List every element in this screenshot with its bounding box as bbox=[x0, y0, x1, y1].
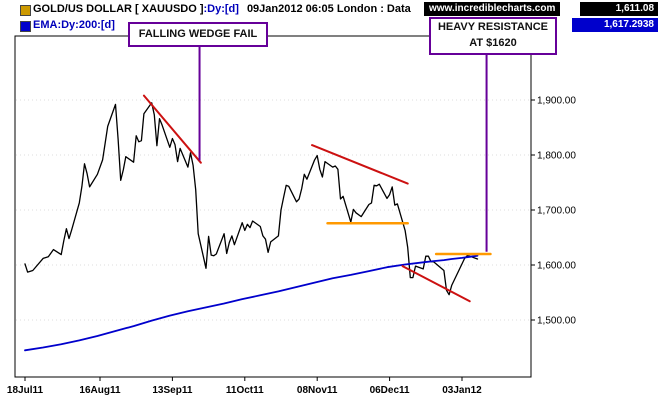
last-price-badge: 1,611.08 bbox=[580, 2, 658, 16]
x-tick-label: 16Aug11 bbox=[79, 385, 121, 396]
x-tick-label: 11Oct11 bbox=[226, 385, 264, 396]
resistance-annotation: HEAVY RESISTANCE AT $1620 bbox=[429, 17, 557, 55]
resistance-label-line1: HEAVY RESISTANCE bbox=[437, 21, 549, 34]
chart-title-row: GOLD/US DOLLAR [ XAUUSDO ]:Dy:[d] 09Jan20… bbox=[33, 3, 411, 15]
timeframe-label: :Dy:[d] bbox=[203, 3, 239, 15]
price-legend-swatch bbox=[20, 5, 31, 16]
price-line bbox=[24, 102, 479, 296]
y-tick-label: 1,500.00 bbox=[537, 316, 576, 327]
y-tick-label: 1,900.00 bbox=[537, 96, 576, 107]
website-link[interactable]: www.incrediblecharts.com bbox=[424, 2, 561, 16]
ema-value-badge: 1,617.2938 bbox=[572, 18, 658, 32]
ema-label: EMA:Dy:200:[d] bbox=[33, 19, 115, 31]
wedge2-upper-trendline bbox=[311, 144, 409, 185]
falling-wedge-label: FALLING WEDGE FAIL bbox=[138, 27, 258, 40]
resistance-label-line2: AT $1620 bbox=[469, 37, 517, 49]
y-tick-label: 1,600.00 bbox=[537, 261, 576, 272]
chart-title: GOLD/US DOLLAR [ XAUUSDO ] bbox=[33, 3, 204, 15]
ema-legend-swatch bbox=[20, 21, 31, 32]
datetime-label: 09Jan2012 06:05 London : Data bbox=[246, 3, 411, 15]
y-tick-label: 1,700.00 bbox=[537, 206, 576, 217]
plot-border bbox=[14, 35, 532, 378]
x-tick-label: 08Nov11 bbox=[297, 385, 338, 396]
x-tick-label: 03Jan12 bbox=[442, 385, 482, 396]
ema200-line bbox=[24, 254, 479, 352]
wedge2-lower-trendline bbox=[401, 265, 471, 303]
y-tick-label: 1,800.00 bbox=[537, 151, 576, 162]
falling-wedge-annotation: FALLING WEDGE FAIL bbox=[128, 22, 268, 47]
wedge1-upper-trendline bbox=[142, 94, 202, 164]
x-tick-label: 13Sep11 bbox=[152, 385, 192, 396]
x-tick-label: 18Jul11 bbox=[7, 385, 44, 396]
x-tick-label: 06Dec11 bbox=[370, 385, 410, 396]
